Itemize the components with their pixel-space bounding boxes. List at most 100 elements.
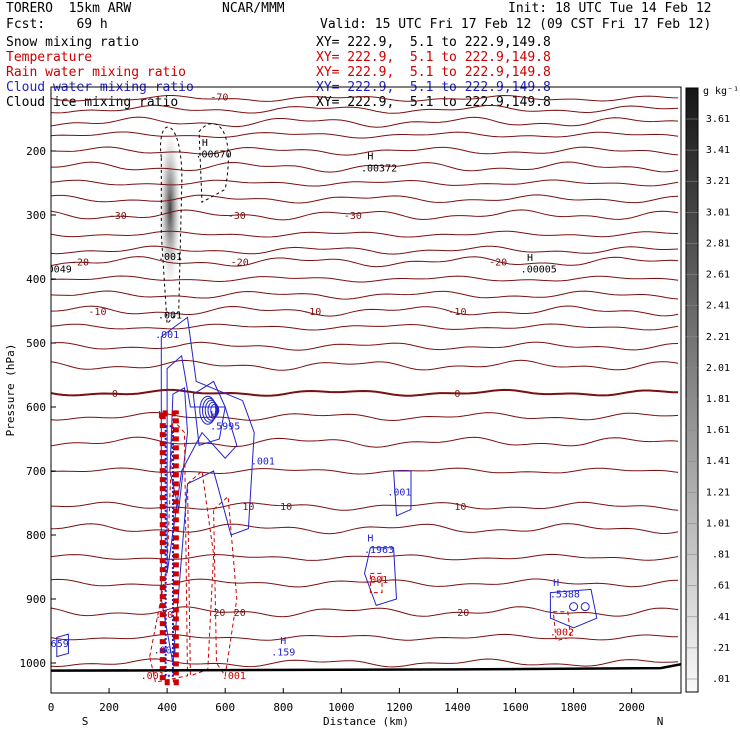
cloud-water-max-ring [204, 399, 218, 421]
isotherm-line [51, 359, 679, 371]
isotherm-label: 20 [457, 608, 469, 619]
x-tick-label: 600 [215, 701, 235, 714]
colorbar-tick-label: 2.81 [706, 238, 730, 249]
isotherm-line [51, 411, 679, 422]
isotherm-label: -70 [210, 93, 228, 104]
isotherm-label: -20 [489, 258, 507, 269]
isotherm-line [51, 290, 679, 300]
cloud-water-max-ring [210, 403, 220, 417]
colorbar [685, 87, 699, 693]
cloud-water-contour [160, 316, 255, 664]
field-xy-rain: XY= 222.9, 5.1 to 222.9,149.8 [316, 65, 551, 80]
field-name-snow: Snow mixing ratio [6, 35, 140, 50]
terrain-line [51, 663, 681, 672]
isotherm-line [51, 305, 679, 317]
isotherm-label: 20 [213, 608, 225, 619]
annotation-label: H [527, 253, 533, 264]
isotherm-line [51, 501, 679, 511]
isotherm-line [51, 161, 679, 173]
isotherm-label: -10 [448, 307, 466, 318]
isotherm-label: 10 [280, 502, 292, 513]
isotherm-line [51, 388, 679, 397]
y-tick-label: 700 [26, 465, 46, 478]
x-tick-label: 1800 [560, 701, 587, 714]
annotation-label: H [158, 410, 164, 421]
colorbar-tick-label: .61 [712, 581, 730, 592]
isotherm-line [51, 245, 679, 255]
field-name-temperature: Temperature [6, 50, 93, 65]
isotherm-line [51, 209, 679, 221]
annotation-label: H [202, 138, 208, 149]
isotherm-line [51, 146, 679, 156]
y-tick-label: 900 [26, 593, 46, 606]
isotherm-line [51, 323, 679, 331]
isotherm-line [51, 230, 679, 238]
colorbar-tick-label: 1.81 [706, 394, 730, 405]
isotherm-line [51, 553, 679, 561]
x-tick-label: 1200 [386, 701, 413, 714]
colorbar-tick-label: 3.21 [706, 176, 730, 187]
cloud-water-max-ring [569, 602, 579, 612]
isotherm-label: -20 [231, 258, 249, 269]
isotherm-line [51, 256, 679, 268]
annotation-label: .001 [251, 457, 275, 468]
rain-contour [149, 418, 189, 683]
annotation-label: H [280, 636, 286, 647]
isotherm-line [51, 341, 679, 351]
isotherm-label: 0 [112, 389, 118, 400]
rain-core [159, 410, 179, 686]
isotherm-label: 10 [454, 502, 466, 513]
center-title: NCAR/MMM [222, 1, 285, 16]
cloud-water-contour [363, 547, 398, 607]
annotation-label: .001 [158, 311, 182, 322]
isotherm-line [51, 606, 679, 618]
annotation-label: .00005 [521, 265, 557, 276]
annotation-label: H [367, 151, 373, 162]
colorbar-tick-label: 3.61 [706, 114, 730, 125]
y-tick-label: 600 [26, 401, 46, 414]
y-tick-label: 800 [26, 529, 46, 542]
x-tick-label: 200 [99, 701, 119, 714]
isotherm-line [51, 131, 679, 139]
isotherm-line [51, 94, 679, 102]
annotation-label: .401 [155, 610, 179, 621]
field-xy-temperature: XY= 222.9, 5.1 to 222.9,149.8 [316, 50, 551, 65]
colorbar-tick-label: 2.21 [706, 332, 730, 343]
y-axis-label: Pressure (hPa) [4, 344, 17, 437]
annotation-label: .5995 [210, 421, 240, 432]
cloud-water-core [164, 425, 174, 677]
colorbar-tick-label: 2.41 [706, 301, 730, 312]
colorbar-tick-label: 2.61 [706, 270, 730, 281]
annotation-label: .001 [387, 487, 411, 498]
annotation-label: 0049 [48, 265, 72, 276]
rain-contour [552, 611, 572, 642]
colorbar-tick-label: 1.01 [706, 518, 730, 529]
isotherm-line [51, 104, 679, 114]
valid-time: Valid: 15 UTC Fri 17 Feb 12 (09 CST Fri … [320, 17, 712, 32]
x-tick-label: 800 [273, 701, 293, 714]
isotherm-label: -30 [228, 211, 246, 222]
annotation-label: .001 [141, 671, 165, 682]
cloud-water-contour [393, 470, 412, 517]
colorbar-tick-label: .21 [712, 643, 730, 654]
annotation-label: .1963 [364, 545, 394, 556]
isotherm-line [51, 523, 679, 535]
y-tick-label: 200 [26, 145, 46, 158]
cloud-water-max-ring [199, 395, 217, 425]
x-tick-label: 0 [48, 701, 55, 714]
cloud-water-max-ring [207, 401, 219, 419]
isotherm-line [51, 179, 679, 187]
annotation-label: .002 [550, 627, 574, 638]
isotherm-line [51, 658, 679, 668]
isotherm-label: -20 [71, 258, 89, 269]
colorbar-tick-label: 3.01 [706, 207, 730, 218]
annotation-label: H [211, 410, 217, 421]
isotherm-line [51, 194, 679, 204]
ice-contour [160, 126, 183, 326]
isotherm-line [51, 467, 679, 475]
isotherm-label: 10 [242, 502, 254, 513]
annotation-label: H [367, 533, 373, 544]
annotation-label: .00670 [196, 149, 232, 160]
annotation-label: .001 [154, 645, 178, 656]
